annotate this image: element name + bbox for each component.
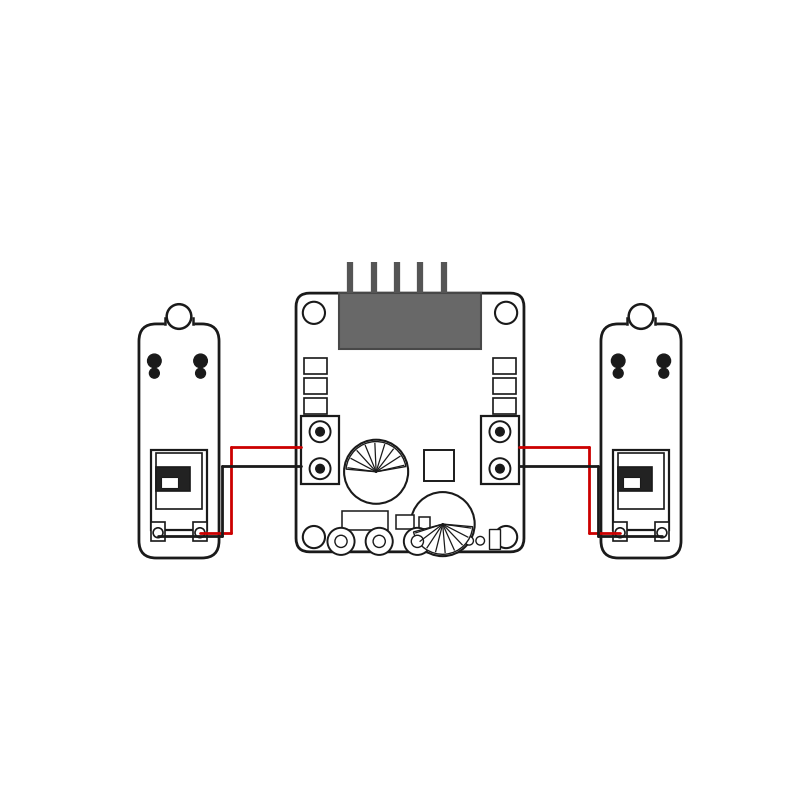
Circle shape [366, 528, 393, 555]
Bar [493, 398, 516, 414]
Circle shape [611, 354, 625, 368]
Circle shape [316, 464, 324, 473]
Bar [493, 378, 516, 394]
Bar [396, 515, 414, 529]
Circle shape [442, 537, 451, 545]
Circle shape [195, 528, 205, 538]
Circle shape [147, 354, 161, 368]
Circle shape [303, 526, 325, 548]
Bar [339, 293, 481, 349]
Bar [156, 467, 190, 491]
Bar [151, 522, 165, 541]
Circle shape [411, 535, 423, 547]
Circle shape [316, 427, 324, 436]
Circle shape [410, 492, 474, 556]
Circle shape [344, 440, 408, 504]
Circle shape [476, 537, 485, 545]
Bar [618, 454, 664, 509]
Circle shape [614, 368, 623, 378]
Bar [301, 416, 339, 484]
Bar [481, 416, 519, 484]
Circle shape [303, 302, 325, 324]
Bar [193, 522, 206, 541]
Bar [493, 358, 516, 374]
Bar [161, 477, 178, 488]
Circle shape [166, 304, 191, 329]
Wedge shape [346, 442, 406, 472]
Bar [614, 450, 669, 530]
Circle shape [310, 422, 330, 442]
Bar [614, 522, 627, 541]
FancyBboxPatch shape [139, 324, 219, 558]
Bar [493, 418, 516, 434]
Circle shape [373, 535, 386, 547]
Circle shape [659, 368, 669, 378]
Bar [304, 358, 327, 374]
Circle shape [327, 528, 354, 555]
Bar [342, 510, 389, 530]
Circle shape [657, 354, 670, 368]
Bar [151, 450, 206, 530]
Circle shape [629, 304, 654, 329]
Circle shape [495, 302, 517, 324]
Circle shape [194, 354, 207, 368]
Bar [304, 398, 327, 414]
Circle shape [404, 528, 431, 555]
Circle shape [615, 528, 625, 538]
Bar [423, 450, 454, 481]
Bar [166, 309, 193, 327]
Bar [156, 454, 202, 509]
Circle shape [196, 368, 206, 378]
Bar [419, 517, 430, 529]
Circle shape [454, 537, 462, 545]
Circle shape [495, 526, 517, 548]
Wedge shape [414, 524, 473, 554]
Bar [304, 418, 327, 434]
Circle shape [496, 427, 504, 436]
Circle shape [150, 368, 159, 378]
Bar [627, 309, 654, 327]
Circle shape [335, 535, 347, 547]
Bar [489, 529, 500, 549]
Circle shape [465, 537, 474, 545]
Bar [655, 522, 669, 541]
Circle shape [496, 464, 504, 473]
Bar [304, 378, 327, 394]
Circle shape [657, 528, 667, 538]
FancyBboxPatch shape [601, 324, 681, 558]
Bar [623, 477, 640, 488]
Circle shape [310, 458, 330, 479]
Circle shape [153, 528, 163, 538]
FancyBboxPatch shape [296, 293, 524, 552]
Bar [618, 467, 652, 491]
Circle shape [490, 422, 510, 442]
Circle shape [490, 458, 510, 479]
